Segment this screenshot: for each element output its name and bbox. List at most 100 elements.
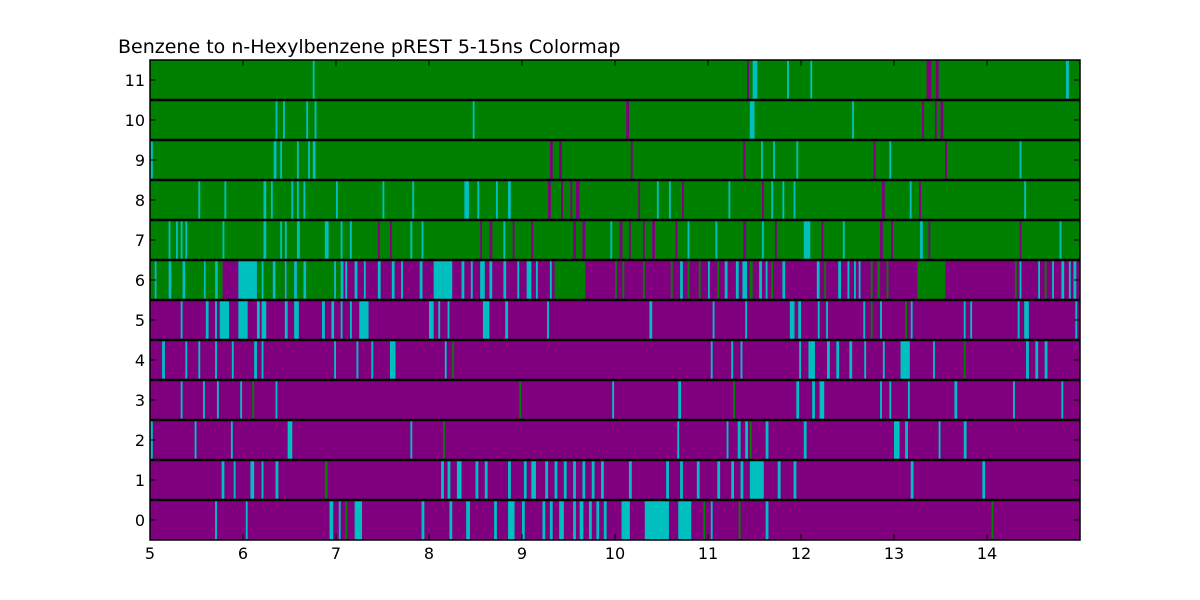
state-segment: [494, 500, 497, 540]
state-segment: [889, 140, 892, 180]
state-segment: [622, 260, 625, 300]
state-segment: [712, 300, 715, 340]
state-segment: [336, 260, 341, 300]
state-segment: [185, 220, 188, 260]
y-tick-label: 7: [135, 231, 145, 250]
state-segment: [444, 340, 447, 380]
state-segment: [429, 300, 434, 340]
chart-title: Benzene to n-Hexylbenzene pREST 5-15ns C…: [118, 36, 620, 58]
state-segment: [761, 140, 763, 180]
state-segment: [349, 300, 352, 340]
row-background: [150, 300, 1080, 340]
state-segment: [717, 460, 721, 500]
state-segment: [263, 260, 273, 300]
x-tick-label: 10: [605, 544, 625, 563]
state-segment: [582, 220, 586, 260]
state-segment: [296, 140, 299, 180]
state-segment: [233, 460, 236, 500]
state-segment: [747, 60, 749, 100]
state-segment: [280, 220, 283, 260]
state-segment: [854, 260, 856, 300]
state-segment: [203, 380, 205, 420]
y-tick-label: 3: [135, 391, 145, 410]
state-segment: [517, 260, 520, 300]
state-segment: [421, 500, 425, 540]
state-segment: [442, 420, 445, 460]
state-segment: [505, 300, 509, 340]
state-segment: [475, 460, 479, 500]
state-segment: [203, 260, 206, 300]
state-segment: [765, 420, 769, 460]
state-segment: [340, 260, 344, 300]
state-segment: [703, 500, 706, 540]
state-segment: [522, 500, 525, 540]
state-segment: [391, 260, 395, 300]
state-segment: [410, 220, 413, 260]
state-segment: [601, 460, 604, 500]
state-segment: [1019, 140, 1022, 180]
state-segment: [982, 460, 986, 500]
state-segment: [523, 460, 527, 500]
state-segment: [549, 140, 553, 180]
state-segment: [880, 220, 883, 260]
state-segment: [561, 180, 563, 220]
state-segment: [626, 100, 629, 140]
state-segment: [745, 300, 748, 340]
state-segment: [905, 300, 908, 340]
state-segment: [771, 260, 774, 300]
state-segment: [1024, 300, 1029, 340]
state-segment: [194, 420, 197, 460]
state-segment: [1044, 260, 1047, 300]
state-segment: [489, 220, 493, 260]
state-segment: [338, 500, 341, 540]
state-segment: [294, 300, 299, 340]
y-tick-label: 9: [135, 151, 145, 170]
state-segment: [793, 180, 796, 220]
state-segment: [954, 380, 958, 420]
state-segment: [1066, 60, 1069, 100]
y-axis: 0 1 2 3 4 5 6 7 8 9 10 11: [125, 71, 1080, 530]
state-segment: [256, 260, 262, 300]
state-segment: [761, 220, 764, 260]
state-segment: [421, 220, 424, 260]
state-segment: [489, 260, 493, 300]
state-segment: [238, 260, 257, 300]
state-segment: [642, 260, 645, 300]
state-segment: [749, 460, 764, 500]
state-segment: [824, 260, 827, 300]
state-segment: [935, 60, 939, 100]
state-segment: [261, 300, 267, 340]
state-segment: [666, 460, 669, 500]
state-segment: [294, 260, 297, 300]
x-tick-label: 8: [424, 544, 434, 563]
state-segment: [810, 60, 813, 100]
row-background: [150, 220, 1080, 260]
state-segment: [796, 140, 799, 180]
row-background: [150, 60, 1080, 100]
state-segment: [512, 220, 515, 260]
state-segment: [261, 340, 264, 380]
state-segment: [185, 260, 204, 300]
state-segment: [563, 460, 567, 500]
state-segment: [615, 260, 617, 300]
state-segment: [731, 460, 735, 500]
state-segment: [678, 500, 692, 540]
replica-row-4: [150, 340, 1080, 380]
state-segment: [245, 500, 248, 540]
state-segment: [880, 380, 882, 420]
state-segment: [442, 260, 453, 300]
state-segment: [275, 380, 278, 420]
state-segment: [579, 500, 584, 540]
state-segment: [447, 300, 450, 340]
state-segment: [873, 140, 876, 180]
state-segment: [382, 180, 385, 220]
x-tick-label: 14: [977, 544, 997, 563]
state-segment: [441, 460, 444, 500]
state-segment: [324, 460, 328, 500]
state-segment: [168, 260, 172, 300]
state-segment: [858, 260, 861, 300]
state-segment: [933, 340, 935, 380]
replica-row-2: [150, 420, 1080, 460]
state-segment: [503, 220, 506, 260]
state-segment: [777, 460, 781, 500]
